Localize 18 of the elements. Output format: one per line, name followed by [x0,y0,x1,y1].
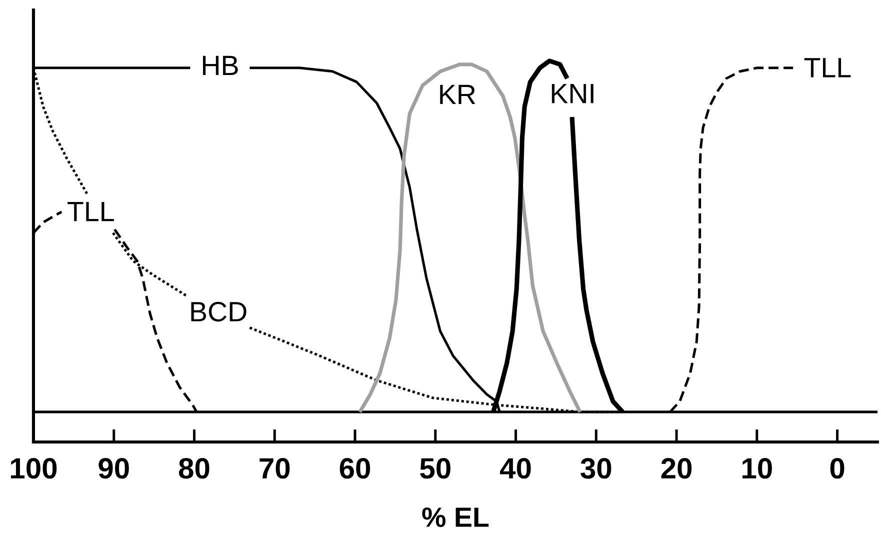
x-tick-label: 90 [98,458,129,479]
series-label: KNI [552,84,594,104]
x-tick-label: 70 [260,458,290,479]
series-label: TLL [68,202,114,222]
text: TLL [804,58,851,78]
x-tick-label: 30 [580,458,612,479]
x-tick-label: 0 [830,458,844,479]
series-label: BCD [191,302,246,322]
x-tick-label: 80 [178,458,210,479]
x-tick-label: 50 [420,458,450,479]
x-axis-title: % EL [422,507,489,528]
x-tick-label: 20 [661,458,692,479]
x-tick-label: 40 [500,458,531,479]
series-label: KR [440,84,476,104]
x-tick-label: 10 [742,458,772,479]
series-label: HB [202,56,238,76]
x-tick-label: 100 [10,458,57,479]
x-tick-label: 60 [340,458,370,479]
